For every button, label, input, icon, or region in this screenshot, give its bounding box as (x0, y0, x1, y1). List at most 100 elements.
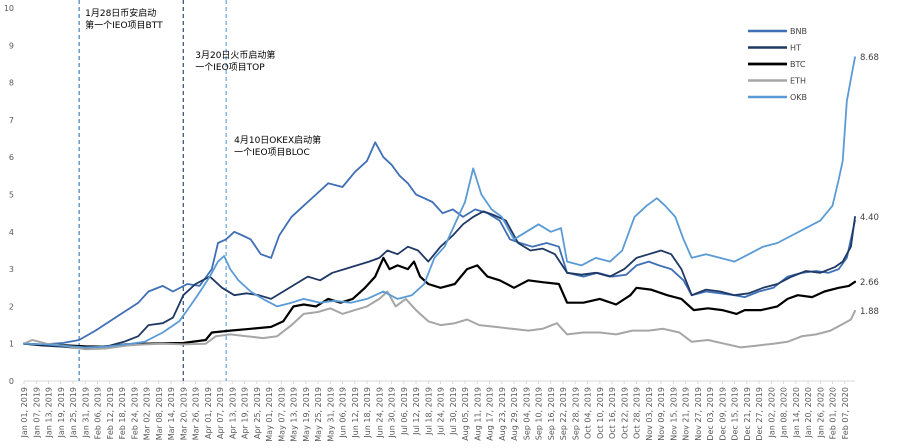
x-tick-label: Jun 24, 2019 (375, 387, 384, 439)
x-tick-label: Dec 27, 2019 (755, 387, 764, 441)
x-tick-label: Feb 06, 2019 (94, 387, 103, 439)
y-tick-label: 7 (9, 116, 14, 125)
x-tick-label: Apr 25, 2019 (253, 387, 262, 439)
x-tick-label: Jan 13, 2019 (45, 387, 54, 439)
x-tick-label: Feb 12, 2019 (106, 387, 115, 439)
x-tick-label: Nov 03, 2019 (645, 387, 654, 441)
series-line-ht (23, 210, 856, 350)
annotation-text-1: 第一个IEO项目BTT (85, 19, 163, 31)
legend-label-okb: OKB (790, 93, 807, 102)
annotation-text-2: 3月20日火币启动第 (195, 49, 275, 61)
x-tick-label: Jul 06, 2019 (400, 387, 409, 436)
series-line-bnb (23, 141, 856, 346)
annotation-text-3: 一个IEO项目BLOC (234, 147, 310, 158)
x-tick-label: Jan 01, 2019 (20, 387, 29, 439)
y-tick-label: 3 (9, 265, 14, 274)
x-tick-label: Aug 29, 2019 (510, 387, 519, 441)
annotation-text-2: 一个IEO项目TOP (195, 62, 265, 73)
x-tick-label: Feb 01, 2020 (829, 387, 838, 439)
x-tick-label: Apr 13, 2019 (228, 387, 237, 439)
annotation-lines (78, 0, 227, 381)
y-tick-label: 8 (9, 79, 14, 88)
end-label-eth: 1.88 (860, 307, 879, 317)
x-tick-label: Feb 24, 2019 (130, 387, 139, 439)
x-tick-label: Jan 08, 2020 (780, 387, 789, 439)
x-tick-label: Apr 19, 2019 (241, 387, 250, 439)
x-tick-label: Feb 18, 2019 (118, 387, 127, 439)
x-tick-label: Dec 03, 2019 (706, 387, 715, 441)
x-tick-label: Apr 07, 2019 (216, 387, 225, 439)
y-tick-label: 2 (9, 302, 14, 311)
x-tick-label: Sep 16, 2019 (547, 387, 556, 440)
x-tick-label: Jun 18, 2019 (363, 387, 372, 439)
x-tick-label: May 13, 2019 (290, 387, 299, 442)
end-labels: 4.40 2.66 1.88 8.68 (860, 53, 879, 317)
x-tick-label: Mar 20, 2019 (179, 387, 188, 440)
x-tick-label: Oct 10, 2019 (596, 387, 605, 439)
x-tick-label: Aug 23, 2019 (498, 387, 507, 441)
x-tick-label: May 19, 2019 (302, 387, 311, 442)
x-tick-label: May 07, 2019 (277, 387, 286, 442)
x-tick-label: Jan 31, 2019 (81, 387, 90, 439)
x-tick-label: Jun 30, 2019 (388, 387, 397, 439)
x-tick-label: Feb 07, 2020 (841, 387, 850, 439)
y-tick-label: 4 (9, 228, 14, 237)
x-tick-label: Jan 02, 2020 (767, 387, 776, 439)
x-tick-label: Mar 02, 2019 (143, 387, 152, 440)
x-tick-label: Dec 21, 2019 (743, 387, 752, 441)
x-tick-label: Jan 19, 2019 (57, 387, 66, 439)
x-tick-label: Jan 20, 2020 (804, 387, 813, 439)
x-tick-label: Aug 05, 2019 (461, 387, 470, 441)
x-tick-label: Sep 22, 2019 (559, 387, 568, 440)
x-tick-label: Jan 25, 2019 (69, 387, 78, 439)
x-tick-label: Aug 17, 2019 (486, 387, 495, 441)
legend: BNB HT BTC ETH OKB (748, 27, 807, 102)
y-tick-label: 5 (9, 191, 14, 200)
legend-label-eth: ETH (790, 77, 806, 86)
legend-label-btc: BTC (790, 60, 806, 69)
x-tick-label: Jul 18, 2019 (424, 387, 433, 436)
x-tick-label: Oct 28, 2019 (633, 387, 642, 439)
x-tick-label: Apr 01, 2019 (204, 387, 213, 439)
end-label-btc: 2.66 (860, 278, 879, 288)
x-tick-label: Jun 12, 2019 (351, 387, 360, 439)
x-tick-label: Nov 09, 2019 (657, 387, 666, 441)
x-tick-label: Dec 15, 2019 (731, 387, 740, 441)
x-tick-label: Nov 15, 2019 (669, 387, 678, 441)
x-tick-label: Mar 14, 2019 (167, 387, 176, 440)
x-tick-label: Sep 10, 2019 (535, 387, 544, 440)
x-tick-label: Dec 09, 2019 (718, 387, 727, 441)
series-line-btc (22, 256, 857, 348)
x-tick-label: Jun 06, 2019 (339, 387, 348, 439)
series-line-eth (23, 290, 856, 351)
y-tick-label: 9 (9, 41, 14, 50)
end-label-ht: 4.40 (860, 213, 879, 223)
x-tick-label: May 25, 2019 (314, 387, 323, 442)
x-tick-label: Jan 07, 2019 (32, 387, 41, 439)
annotation-text-1: 1月28日币安启动 (85, 7, 156, 19)
x-tick-label: Mar 08, 2019 (155, 387, 164, 440)
x-tick-label: Mar 26, 2019 (192, 387, 201, 440)
y-tick-label: 10 (4, 4, 14, 13)
end-label-okb: 8.68 (860, 53, 879, 63)
x-tick-label: Nov 27, 2019 (694, 387, 703, 441)
legend-label-ht: HT (790, 44, 801, 53)
series-lines (22, 56, 857, 351)
x-tick-label: Nov 21, 2019 (682, 387, 691, 441)
x-tick-label: Sep 28, 2019 (571, 387, 580, 440)
x-tick-label: Oct 22, 2019 (620, 387, 629, 439)
axes: 0 1 2 3 4 5 6 7 8 9 10 Jan 01, 2019 Jan 07, 2019 Jan … (4, 4, 855, 442)
series-line-okb (23, 56, 856, 349)
x-tick-label: May 31, 2019 (326, 387, 335, 442)
x-tick-label: Jul 12, 2019 (412, 387, 421, 436)
y-tick-label: 1 (9, 340, 14, 349)
x-tick-label: May 01, 2019 (265, 387, 274, 442)
x-tick-label: Sep 04, 2019 (522, 387, 531, 440)
y-tick-label: 0 (9, 377, 14, 386)
x-tick-label: Aug 11, 2019 (473, 387, 482, 441)
y-tick-label: 6 (9, 153, 14, 162)
legend-label-bnb: BNB (790, 27, 807, 36)
